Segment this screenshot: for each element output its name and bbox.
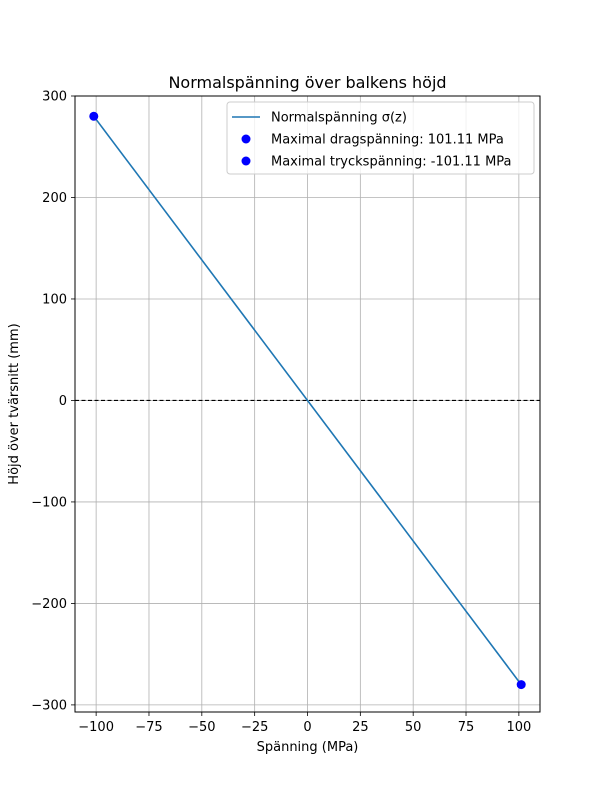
legend-label: Normalspänning σ(z) bbox=[271, 111, 407, 126]
x-tick-label: 50 bbox=[405, 720, 422, 735]
y-tick-label: 200 bbox=[42, 191, 67, 206]
series-line-normalspanning bbox=[93, 115, 522, 686]
x-tick-label: −100 bbox=[78, 720, 114, 735]
scatter-point-1 bbox=[89, 111, 99, 121]
grid-layer bbox=[75, 95, 540, 712]
y-tick-label: 300 bbox=[42, 90, 67, 105]
legend-label: Maximal tryckspänning: -101.11 MPa bbox=[271, 155, 512, 170]
x-tick-label: 25 bbox=[352, 720, 369, 735]
y-tick-label: −300 bbox=[31, 698, 67, 713]
data-layer bbox=[89, 111, 526, 690]
x-tick-label: 100 bbox=[506, 720, 531, 735]
scatter-point-2 bbox=[516, 680, 526, 690]
y-tick-label: 0 bbox=[59, 394, 67, 409]
y-tick-label: −200 bbox=[31, 597, 67, 612]
y-axis-label: Höjd över tvärsnitt (mm) bbox=[7, 323, 22, 484]
x-axis-label: Spänning (MPa) bbox=[257, 740, 359, 755]
x-tick-label: −75 bbox=[135, 720, 162, 735]
legend-marker-swatch bbox=[241, 134, 251, 144]
legend: Normalspänning σ(z) Maximal dragspänning:… bbox=[226, 101, 535, 175]
chart-title: Normalspänning över balkens höjd bbox=[168, 73, 446, 92]
legend-marker-swatch bbox=[241, 156, 251, 166]
legend-label: Maximal dragspänning: 101.11 MPa bbox=[271, 133, 504, 148]
legend-frame bbox=[226, 101, 535, 175]
x-tick-label: 0 bbox=[303, 720, 311, 735]
tick-layer: −100 −75 −50 −25 0 25 50 75 100 −300 −200 −100 0 100 2… bbox=[31, 90, 531, 736]
x-tick-label: −25 bbox=[241, 720, 268, 735]
y-tick-label: 100 bbox=[42, 292, 67, 307]
x-tick-label: 75 bbox=[458, 720, 475, 735]
x-tick-label: −50 bbox=[188, 720, 215, 735]
y-tick-label: −100 bbox=[31, 495, 67, 510]
